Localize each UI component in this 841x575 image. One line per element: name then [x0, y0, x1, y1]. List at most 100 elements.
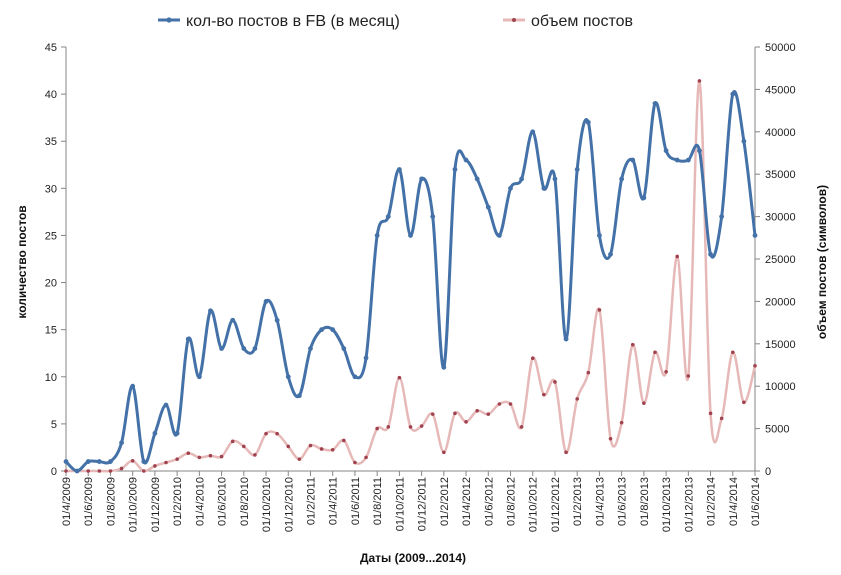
posts-point [563, 336, 569, 342]
x-tick-label: 01/8/2011 [372, 477, 384, 525]
volume-point [486, 412, 491, 416]
posts-point [396, 167, 402, 172]
volume-point [375, 426, 379, 431]
posts-point [363, 355, 369, 361]
x-tick-label: 01/4/2011 [328, 477, 340, 525]
volume-point [697, 79, 702, 83]
volume-point [608, 436, 613, 441]
posts-point [185, 336, 191, 342]
volume-point [675, 254, 680, 259]
posts-point [319, 327, 324, 333]
x-tick-label: 01/2/2013 [572, 477, 584, 526]
series-posts [63, 90, 758, 474]
legend-label-volume: объем постов [531, 13, 633, 30]
posts-point [697, 148, 702, 154]
posts-point [519, 176, 525, 182]
volume-point [475, 408, 479, 413]
volume-point [719, 416, 724, 421]
posts-point [252, 346, 258, 351]
posts-point [152, 430, 158, 436]
y-right-tick-label: 0 [765, 466, 771, 478]
volume-point [575, 397, 579, 401]
x-tick-label: 01/2/2011 [305, 477, 317, 525]
x-tick-label: 01/4/2009 [61, 477, 73, 526]
posts-point [330, 327, 336, 333]
y-right-tick-label: 15000 [765, 339, 796, 351]
posts-point [85, 459, 91, 464]
volume-point [342, 438, 346, 443]
x-axis-title: Даты (2009...2014) [360, 551, 466, 565]
y-right-tick-label: 45000 [765, 84, 796, 96]
posts-point [541, 185, 547, 191]
volume-point [130, 459, 135, 463]
posts-point [508, 185, 513, 191]
x-tick-label: 01/4/2013 [594, 477, 606, 526]
volume-point [530, 356, 535, 361]
left-axis: 0 5 10 15 20 25 30 35 40 45 [45, 42, 67, 478]
y-right-tick-label: 5000 [765, 424, 789, 436]
volume-point [419, 424, 424, 428]
y-right-tick-label: 10000 [765, 381, 796, 393]
posts-point [752, 233, 758, 238]
posts-point [619, 176, 625, 182]
volume-point [386, 425, 391, 429]
x-tick-label: 01/12/2013 [683, 477, 695, 532]
posts-point [430, 214, 436, 220]
volume-point [97, 469, 102, 473]
y-right-tick-label: 35000 [765, 169, 796, 181]
y-right-tick-label: 30000 [765, 212, 796, 224]
x-tick-label: 01/6/2014 [750, 477, 762, 526]
volume-point [286, 444, 291, 449]
volume-point [119, 466, 124, 471]
posts-point [285, 374, 291, 380]
volume-point [686, 374, 691, 378]
posts-point [108, 459, 113, 464]
posts-point [408, 233, 413, 238]
x-tick-label: 01/8/2009 [105, 477, 117, 526]
x-tick-label: 01/6/2012 [483, 477, 495, 526]
x-tick-label: 01/6/2010 [217, 477, 229, 526]
posts-point [96, 459, 102, 464]
legend-marker-posts [166, 17, 172, 23]
volume-point [630, 342, 635, 347]
volume-point [242, 444, 246, 449]
volume-point [186, 451, 191, 455]
posts-point [474, 176, 480, 182]
posts-point [119, 440, 124, 446]
posts-point [196, 374, 202, 380]
volume-point [408, 425, 413, 429]
posts-point [308, 346, 313, 351]
posts-point [341, 346, 347, 351]
volume-point [553, 380, 557, 384]
volume-point [653, 350, 657, 355]
volume-point [230, 439, 235, 444]
volume-point [264, 431, 268, 436]
posts-point [641, 195, 647, 201]
posts-point [208, 308, 213, 314]
posts-point [441, 364, 447, 370]
x-tick-label: 01/2/2014 [706, 477, 718, 526]
right-axis: 0 5000 10000 15000 20000 25000 30000 35000 40000… [754, 42, 796, 478]
volume-point [464, 420, 468, 424]
posts-point [685, 157, 691, 163]
volume-point [297, 457, 302, 461]
y-left-tick-label: 0 [51, 466, 57, 478]
posts-point [485, 204, 491, 210]
posts-point [219, 346, 224, 351]
volume-point [197, 455, 202, 460]
y-left-tick-label: 10 [45, 372, 57, 384]
x-tick-label: 01/2/2012 [439, 477, 451, 526]
posts-point [74, 468, 80, 474]
volume-point [742, 400, 746, 405]
posts-point [419, 176, 425, 182]
y-right-tick-label: 25000 [765, 254, 796, 266]
x-tick-label: 01/12/2010 [283, 477, 295, 532]
legend-label-posts: кол-во постов в FB (в месяц) [186, 13, 400, 30]
x-tick-label: 01/8/2012 [506, 477, 518, 526]
x-tick-label: 01/12/2011 [417, 477, 429, 531]
posts-point [130, 383, 136, 389]
volume-point [353, 460, 357, 465]
posts-point [385, 214, 391, 220]
posts-point [574, 167, 580, 172]
volume-point [208, 453, 213, 458]
